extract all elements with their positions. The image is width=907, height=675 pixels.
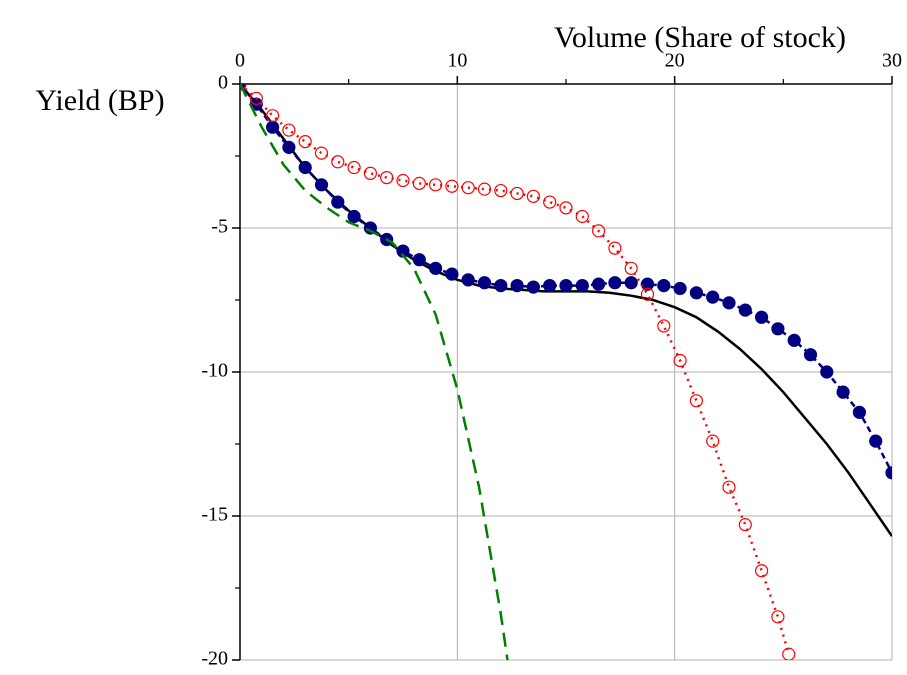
data-point (738, 303, 752, 317)
data-point (657, 279, 671, 293)
data-point (885, 466, 892, 480)
data-point (640, 287, 655, 301)
data-point (477, 276, 492, 290)
data-point (575, 279, 589, 293)
data-point (624, 276, 638, 290)
data-point (282, 140, 296, 154)
y-tick-label: 0 (218, 72, 228, 94)
data-point (314, 146, 329, 160)
data-point (771, 322, 785, 336)
data-point (298, 135, 312, 149)
data-point (782, 647, 796, 660)
data-point (526, 189, 541, 203)
x-tick-label: 0 (235, 50, 245, 72)
grid (239, 83, 893, 661)
data-point (673, 281, 687, 296)
axes: 0 10 20 30 0 -5 -10 -15 -20 (201, 50, 902, 670)
data-point (754, 310, 769, 324)
data-point (820, 365, 834, 379)
data-point (559, 201, 573, 215)
data-point (412, 253, 426, 267)
data-point (461, 273, 475, 287)
data-point (608, 276, 622, 290)
series-line (240, 84, 509, 660)
data-point (852, 405, 867, 419)
data-point (266, 109, 280, 123)
data-point (673, 353, 687, 368)
data-point (249, 91, 263, 106)
data-point (331, 195, 345, 209)
data-point (380, 171, 394, 185)
data-point (836, 385, 850, 399)
data-point (706, 290, 720, 304)
data-point (657, 319, 671, 333)
data-point (396, 173, 410, 188)
data-point (494, 279, 508, 293)
x-tick-label: 10 (447, 50, 467, 72)
data-point (477, 182, 492, 196)
data-point (298, 160, 312, 175)
data-point (706, 434, 720, 448)
data-point (461, 181, 475, 195)
data-point (803, 348, 818, 362)
series-line (240, 84, 892, 537)
plot-area (240, 84, 892, 660)
data-point (722, 296, 736, 310)
data-point (722, 480, 736, 494)
y-tick-label: -20 (201, 648, 228, 670)
y-tick-label: -15 (201, 504, 228, 526)
data-point (608, 241, 622, 255)
data-point (412, 176, 426, 190)
data-point (689, 286, 704, 300)
data-point (314, 178, 329, 192)
data-point (445, 267, 459, 281)
x-axis-label: Volume (Share of stock) (554, 21, 846, 54)
y-axis-label: Yield (BP) (35, 84, 164, 117)
data-point (510, 279, 524, 293)
data-point (347, 160, 361, 175)
data-point (543, 195, 557, 209)
series-line (240, 84, 790, 655)
data-point (347, 209, 361, 224)
data-point (494, 183, 508, 198)
x-tick-label: 30 (882, 50, 902, 72)
data-point (559, 279, 573, 293)
data-point (591, 277, 606, 291)
data-point (429, 178, 443, 192)
data-point (640, 277, 655, 291)
y-tick-label: -5 (211, 216, 228, 238)
data-point (754, 564, 769, 578)
data-point (689, 394, 704, 408)
data-point (510, 186, 524, 201)
data-point (429, 261, 443, 275)
data-point (331, 155, 345, 169)
data-point (869, 434, 883, 448)
data-point (591, 224, 606, 238)
data-point (771, 610, 785, 624)
data-point (445, 179, 459, 193)
data-point (363, 166, 377, 180)
y-tick-label: -10 (201, 360, 228, 382)
data-point (282, 123, 296, 137)
data-point (738, 518, 752, 532)
data-point (624, 261, 638, 275)
x-tick-label: 20 (665, 50, 685, 72)
data-point (575, 209, 589, 224)
data-point (526, 280, 541, 294)
series-line (240, 84, 892, 474)
data-point (266, 120, 280, 134)
data-point (787, 333, 801, 347)
data-point (543, 279, 557, 293)
